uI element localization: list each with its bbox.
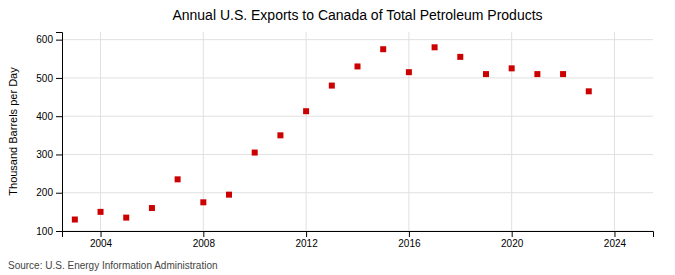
y-grid-line: [62, 154, 653, 155]
x-tick-mark: [101, 231, 102, 237]
y-tick-mark: [56, 78, 62, 79]
y-tick: 200: [36, 187, 62, 198]
y-tick-label: 400: [36, 111, 53, 122]
x-tick-label: 2016: [398, 238, 421, 249]
x-grid-line: [614, 32, 615, 231]
point: [432, 44, 438, 50]
x-tick-label: 2012: [295, 238, 318, 249]
x-tick: 2008: [193, 231, 216, 249]
title: Annual U.S. Exports to Canada of Total P…: [172, 7, 542, 23]
x-axis: 2004 2008 2012 2016 2020 2024: [63, 231, 654, 249]
x-tick: 2004: [90, 231, 113, 249]
point: [200, 199, 206, 205]
y-grid-line: [62, 116, 653, 117]
x-tick: 2024: [604, 231, 627, 249]
point: [560, 71, 566, 77]
point: [380, 46, 386, 52]
y-tick-mark: [56, 116, 62, 117]
x-tick-mark: [409, 231, 410, 237]
point: [72, 217, 78, 223]
point: [277, 132, 283, 138]
x-grid-line: [100, 32, 101, 231]
y-tick-mark: [56, 193, 62, 194]
x-grid-line: [408, 32, 409, 231]
x-tick-mark: [306, 231, 307, 237]
point: [123, 215, 129, 221]
point: [252, 150, 258, 156]
x-tick: 2020: [501, 231, 524, 249]
x-tick-label: 2008: [193, 238, 216, 249]
point: [175, 176, 181, 182]
y-tick-mark: [56, 40, 62, 41]
x-tick-mark: [614, 231, 615, 237]
point: [534, 71, 540, 77]
y-axis: 100 200 300 400 500 600: [36, 33, 62, 237]
source-note: Source: U.S. Energy Information Administ…: [8, 260, 218, 271]
y-grid-line: [62, 192, 653, 193]
y-tick-label: 200: [36, 187, 53, 198]
y-axis-line: [56, 33, 63, 232]
point: [303, 108, 309, 114]
y-tick: 400: [36, 111, 62, 122]
x-tick-label: 2020: [501, 238, 524, 249]
point: [355, 63, 361, 69]
x-tick: 2016: [398, 231, 421, 249]
point: [98, 209, 104, 215]
chart-svg: 2004 2008 2012 2016 2020 2024 100 200 300 400 500 6…: [0, 0, 675, 275]
x-axis-line: [63, 232, 654, 238]
x-tick-label: 2024: [604, 238, 627, 249]
y-tick-label: 100: [36, 226, 53, 237]
y-tick: 500: [36, 73, 62, 84]
y-grid-line: [62, 39, 653, 40]
y-tick-label: 600: [36, 34, 53, 45]
chart-container: 2004 2008 2012 2016 2020 2024 100 200 300 400 500 6…: [0, 0, 675, 275]
x-tick-mark: [203, 231, 204, 237]
point: [457, 54, 463, 60]
point: [509, 65, 515, 71]
plot-area: 2004 2008 2012 2016 2020 2024 100 200 300 400 500 6…: [36, 32, 653, 249]
y-tick: 100: [36, 226, 62, 237]
y-tick-mark: [56, 154, 62, 155]
x-tick-mark: [512, 231, 513, 237]
y-tick-label: 500: [36, 73, 53, 84]
x-grid-line: [511, 32, 512, 231]
y-axis-title: Thousand Barrels per Day: [7, 67, 19, 196]
point: [406, 69, 412, 75]
point: [483, 71, 489, 77]
point: [329, 83, 335, 89]
points: [72, 44, 592, 222]
y-tick-mark: [56, 231, 62, 232]
x-tick: 2012: [295, 231, 318, 249]
grid: [62, 32, 653, 231]
y-tick: 300: [36, 149, 62, 160]
point: [149, 205, 155, 211]
y-tick: 600: [36, 34, 62, 45]
point: [226, 192, 232, 198]
x-grid-line: [306, 32, 307, 231]
y-tick-label: 300: [36, 149, 53, 160]
y-grid-line: [62, 77, 653, 78]
point: [586, 88, 592, 94]
x-tick-label: 2004: [90, 238, 113, 249]
